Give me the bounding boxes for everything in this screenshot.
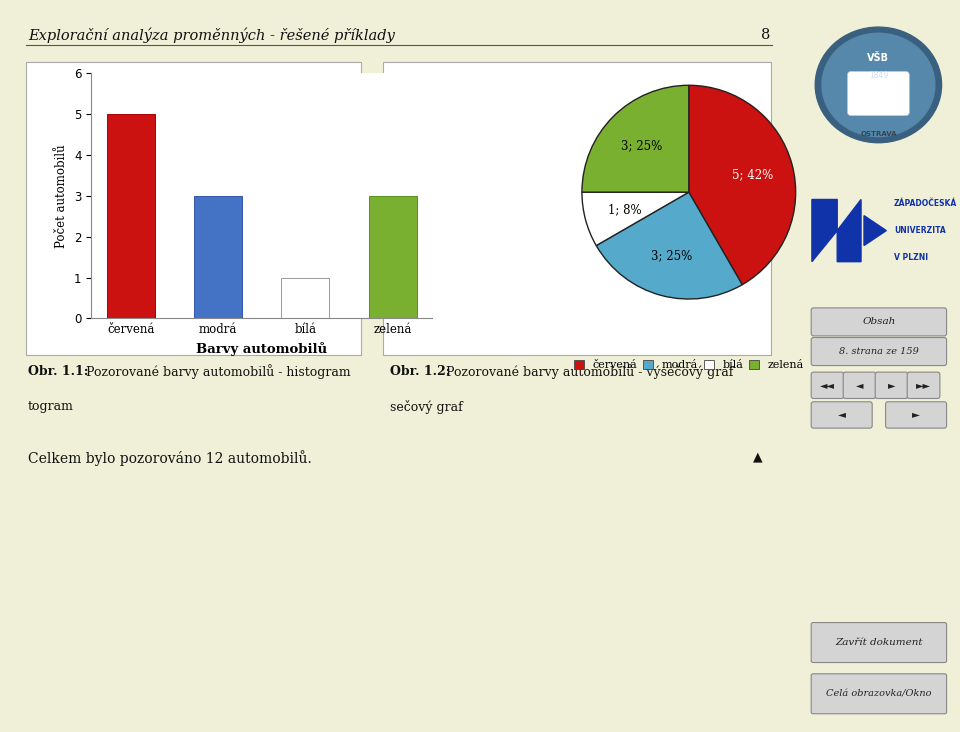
- FancyBboxPatch shape: [848, 72, 909, 116]
- Circle shape: [822, 33, 935, 137]
- Text: 8: 8: [761, 28, 771, 42]
- FancyBboxPatch shape: [811, 308, 947, 336]
- FancyBboxPatch shape: [843, 372, 876, 398]
- Text: 1849: 1849: [869, 70, 888, 80]
- Text: 8. strana ze 159: 8. strana ze 159: [839, 347, 919, 356]
- Polygon shape: [812, 200, 861, 262]
- Text: 3; 25%: 3; 25%: [621, 139, 662, 152]
- Text: Explorační analýza proměnných - řešené příklady: Explorační analýza proměnných - řešené p…: [28, 28, 395, 43]
- FancyBboxPatch shape: [885, 402, 947, 428]
- Polygon shape: [864, 216, 886, 245]
- Text: Zavřít dokument: Zavřít dokument: [835, 638, 923, 647]
- Wedge shape: [582, 192, 688, 246]
- Text: Celkem bylo pozorováno 12 automobilů.: Celkem bylo pozorováno 12 automobilů.: [28, 450, 312, 466]
- Text: Obr. 1.1:: Obr. 1.1:: [28, 365, 88, 378]
- Bar: [107, 114, 155, 318]
- FancyBboxPatch shape: [811, 673, 947, 714]
- FancyBboxPatch shape: [26, 62, 361, 355]
- Legend: červená, modrá, bílá, zelená: červená, modrá, bílá, zelená: [570, 356, 807, 373]
- Bar: [369, 196, 417, 318]
- FancyBboxPatch shape: [811, 622, 947, 662]
- FancyBboxPatch shape: [811, 372, 844, 398]
- Text: ◄◄: ◄◄: [820, 381, 835, 390]
- Text: 5; 42%: 5; 42%: [732, 168, 774, 182]
- Text: Pozorované barvy automobilů - výsečový graf: Pozorované barvy automobilů - výsečový g…: [442, 365, 733, 379]
- Wedge shape: [688, 86, 796, 285]
- Text: 1; 8%: 1; 8%: [608, 203, 641, 216]
- Wedge shape: [582, 86, 689, 192]
- Text: UNIVERZITA: UNIVERZITA: [894, 226, 946, 235]
- Text: ►►: ►►: [916, 381, 931, 390]
- Text: ZÁPADOČESKÁ: ZÁPADOČESKÁ: [894, 198, 957, 208]
- FancyBboxPatch shape: [811, 337, 947, 365]
- Text: ▲: ▲: [754, 450, 763, 463]
- Text: ►: ►: [888, 381, 896, 390]
- X-axis label: Barvy automobilů: Barvy automobilů: [196, 342, 327, 356]
- Bar: [281, 277, 329, 318]
- Text: Obr. 1.2:: Obr. 1.2:: [390, 365, 450, 378]
- FancyBboxPatch shape: [876, 372, 908, 398]
- Text: Obsah: Obsah: [862, 318, 896, 326]
- Text: ◄: ◄: [855, 381, 863, 390]
- Text: V PLZNI: V PLZNI: [894, 253, 928, 263]
- Text: 3; 25%: 3; 25%: [651, 250, 692, 263]
- Text: Celá obrazovka/Okno: Celá obrazovka/Okno: [827, 690, 931, 698]
- Circle shape: [815, 27, 942, 143]
- FancyBboxPatch shape: [811, 402, 873, 428]
- Bar: [194, 196, 242, 318]
- Text: togram: togram: [28, 400, 74, 413]
- Text: ►: ►: [912, 411, 920, 419]
- Text: OSTRAVA: OSTRAVA: [860, 131, 897, 137]
- Text: sečový graf: sečový graf: [390, 400, 463, 414]
- Wedge shape: [596, 192, 742, 299]
- Text: VŠB: VŠB: [868, 53, 889, 63]
- FancyBboxPatch shape: [907, 372, 940, 398]
- Y-axis label: Počet automobilů: Počet automobilů: [56, 144, 68, 247]
- FancyBboxPatch shape: [383, 62, 771, 355]
- Text: Pozorované barvy automobilů - histogram: Pozorované barvy automobilů - histogram: [83, 365, 351, 379]
- Text: ◄: ◄: [838, 411, 846, 419]
